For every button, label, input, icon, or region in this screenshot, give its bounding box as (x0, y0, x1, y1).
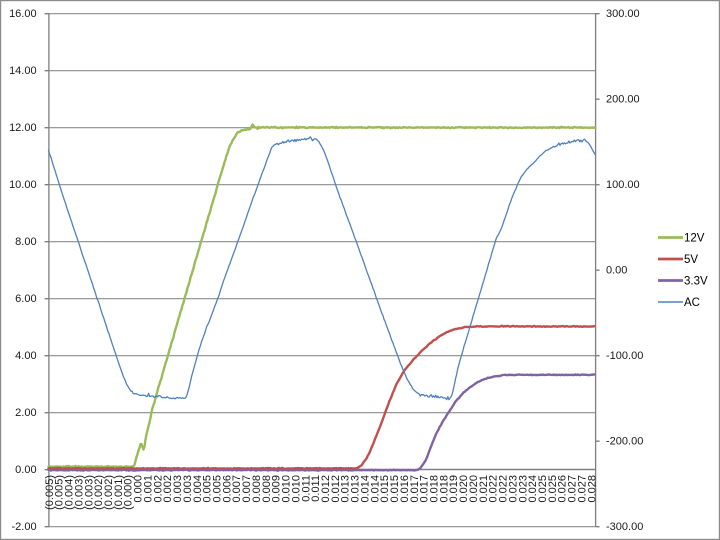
svg-text:0.017: 0.017 (409, 475, 421, 503)
svg-text:0.00: 0.00 (606, 264, 627, 276)
svg-text:10.00: 10.00 (9, 179, 37, 191)
svg-text:(0.003): (0.003) (73, 475, 85, 510)
svg-text:5V: 5V (684, 254, 698, 266)
svg-text:0.027: 0.027 (567, 475, 579, 503)
svg-text:200.00: 200.00 (606, 93, 640, 105)
svg-text:4.00: 4.00 (15, 350, 36, 362)
svg-text:(0.005): (0.005) (44, 475, 56, 510)
svg-text:0.023: 0.023 (507, 475, 519, 503)
svg-text:0.001: 0.001 (142, 475, 154, 503)
svg-text:0.020: 0.020 (468, 475, 480, 503)
svg-text:0.013: 0.013 (340, 475, 352, 503)
svg-text:0.004: 0.004 (192, 475, 204, 503)
svg-text:0.011: 0.011 (310, 475, 322, 502)
svg-text:0.014: 0.014 (359, 475, 371, 503)
svg-text:16.00: 16.00 (9, 8, 37, 20)
svg-text:0.012: 0.012 (330, 475, 342, 503)
svg-text:100.00: 100.00 (606, 179, 640, 191)
svg-text:12.00: 12.00 (9, 122, 37, 134)
svg-text:0.027: 0.027 (576, 475, 588, 503)
svg-text:2.00: 2.00 (15, 407, 36, 419)
svg-text:0.007: 0.007 (241, 475, 253, 503)
svg-text:0.023: 0.023 (517, 475, 529, 503)
svg-text:0.000: 0.000 (133, 475, 145, 503)
svg-text:0.005: 0.005 (202, 475, 214, 503)
svg-text:0.002: 0.002 (162, 475, 174, 503)
svg-text:(0.002): (0.002) (93, 475, 105, 510)
svg-text:0.00: 0.00 (15, 464, 36, 476)
svg-text:-300.00: -300.00 (606, 521, 643, 533)
svg-text:0.005: 0.005 (211, 475, 223, 503)
svg-text:0.028: 0.028 (586, 475, 598, 503)
svg-text:0.015: 0.015 (379, 475, 391, 503)
svg-text:(0.005): (0.005) (54, 475, 66, 510)
svg-text:0.021: 0.021 (478, 475, 490, 503)
svg-text:0.010: 0.010 (290, 475, 302, 503)
svg-text:8.00: 8.00 (15, 236, 36, 248)
svg-text:0.017: 0.017 (419, 475, 431, 503)
svg-text:12V: 12V (684, 233, 705, 245)
svg-text:0.018: 0.018 (438, 475, 450, 503)
svg-text:(0.003): (0.003) (83, 475, 95, 510)
svg-text:(0.002): (0.002) (103, 475, 115, 510)
svg-text:0.007: 0.007 (231, 475, 243, 503)
svg-text:0.022: 0.022 (488, 475, 500, 503)
svg-text:0.020: 0.020 (458, 475, 470, 503)
svg-text:0.022: 0.022 (498, 475, 510, 503)
svg-text:(0.001): (0.001) (113, 475, 125, 510)
svg-text:0.015: 0.015 (389, 475, 401, 503)
svg-text:0.019: 0.019 (448, 475, 460, 503)
svg-text:AC: AC (684, 297, 700, 309)
svg-text:0.011: 0.011 (300, 475, 312, 502)
svg-text:0.006: 0.006 (221, 475, 233, 503)
svg-text:-100.00: -100.00 (606, 350, 643, 362)
svg-text:300.00: 300.00 (606, 8, 640, 20)
svg-text:0.009: 0.009 (271, 475, 283, 503)
svg-text:3.3V: 3.3V (684, 276, 708, 288)
svg-text:0.016: 0.016 (399, 475, 411, 503)
svg-text:0.003: 0.003 (182, 475, 194, 503)
svg-text:0.012: 0.012 (320, 475, 332, 503)
svg-text:0.003: 0.003 (172, 475, 184, 503)
svg-text:0.024: 0.024 (527, 475, 539, 503)
svg-text:0.025: 0.025 (547, 475, 559, 503)
svg-text:0.008: 0.008 (251, 475, 263, 503)
svg-text:0.008: 0.008 (261, 475, 273, 503)
svg-text:14.00: 14.00 (9, 65, 37, 77)
svg-text:(0.004): (0.004) (64, 475, 76, 510)
svg-text:0.025: 0.025 (537, 475, 549, 503)
svg-text:(0.000): (0.000) (123, 475, 135, 510)
svg-text:6.00: 6.00 (15, 293, 36, 305)
svg-text:0.026: 0.026 (557, 475, 569, 503)
svg-text:0.002: 0.002 (152, 475, 164, 503)
svg-text:0.013: 0.013 (350, 475, 362, 503)
svg-text:0.014: 0.014 (369, 475, 381, 503)
svg-text:-200.00: -200.00 (606, 435, 643, 447)
svg-text:-2.00: -2.00 (12, 521, 37, 533)
svg-text:0.018: 0.018 (428, 475, 440, 503)
svg-text:0.010: 0.010 (281, 475, 293, 503)
